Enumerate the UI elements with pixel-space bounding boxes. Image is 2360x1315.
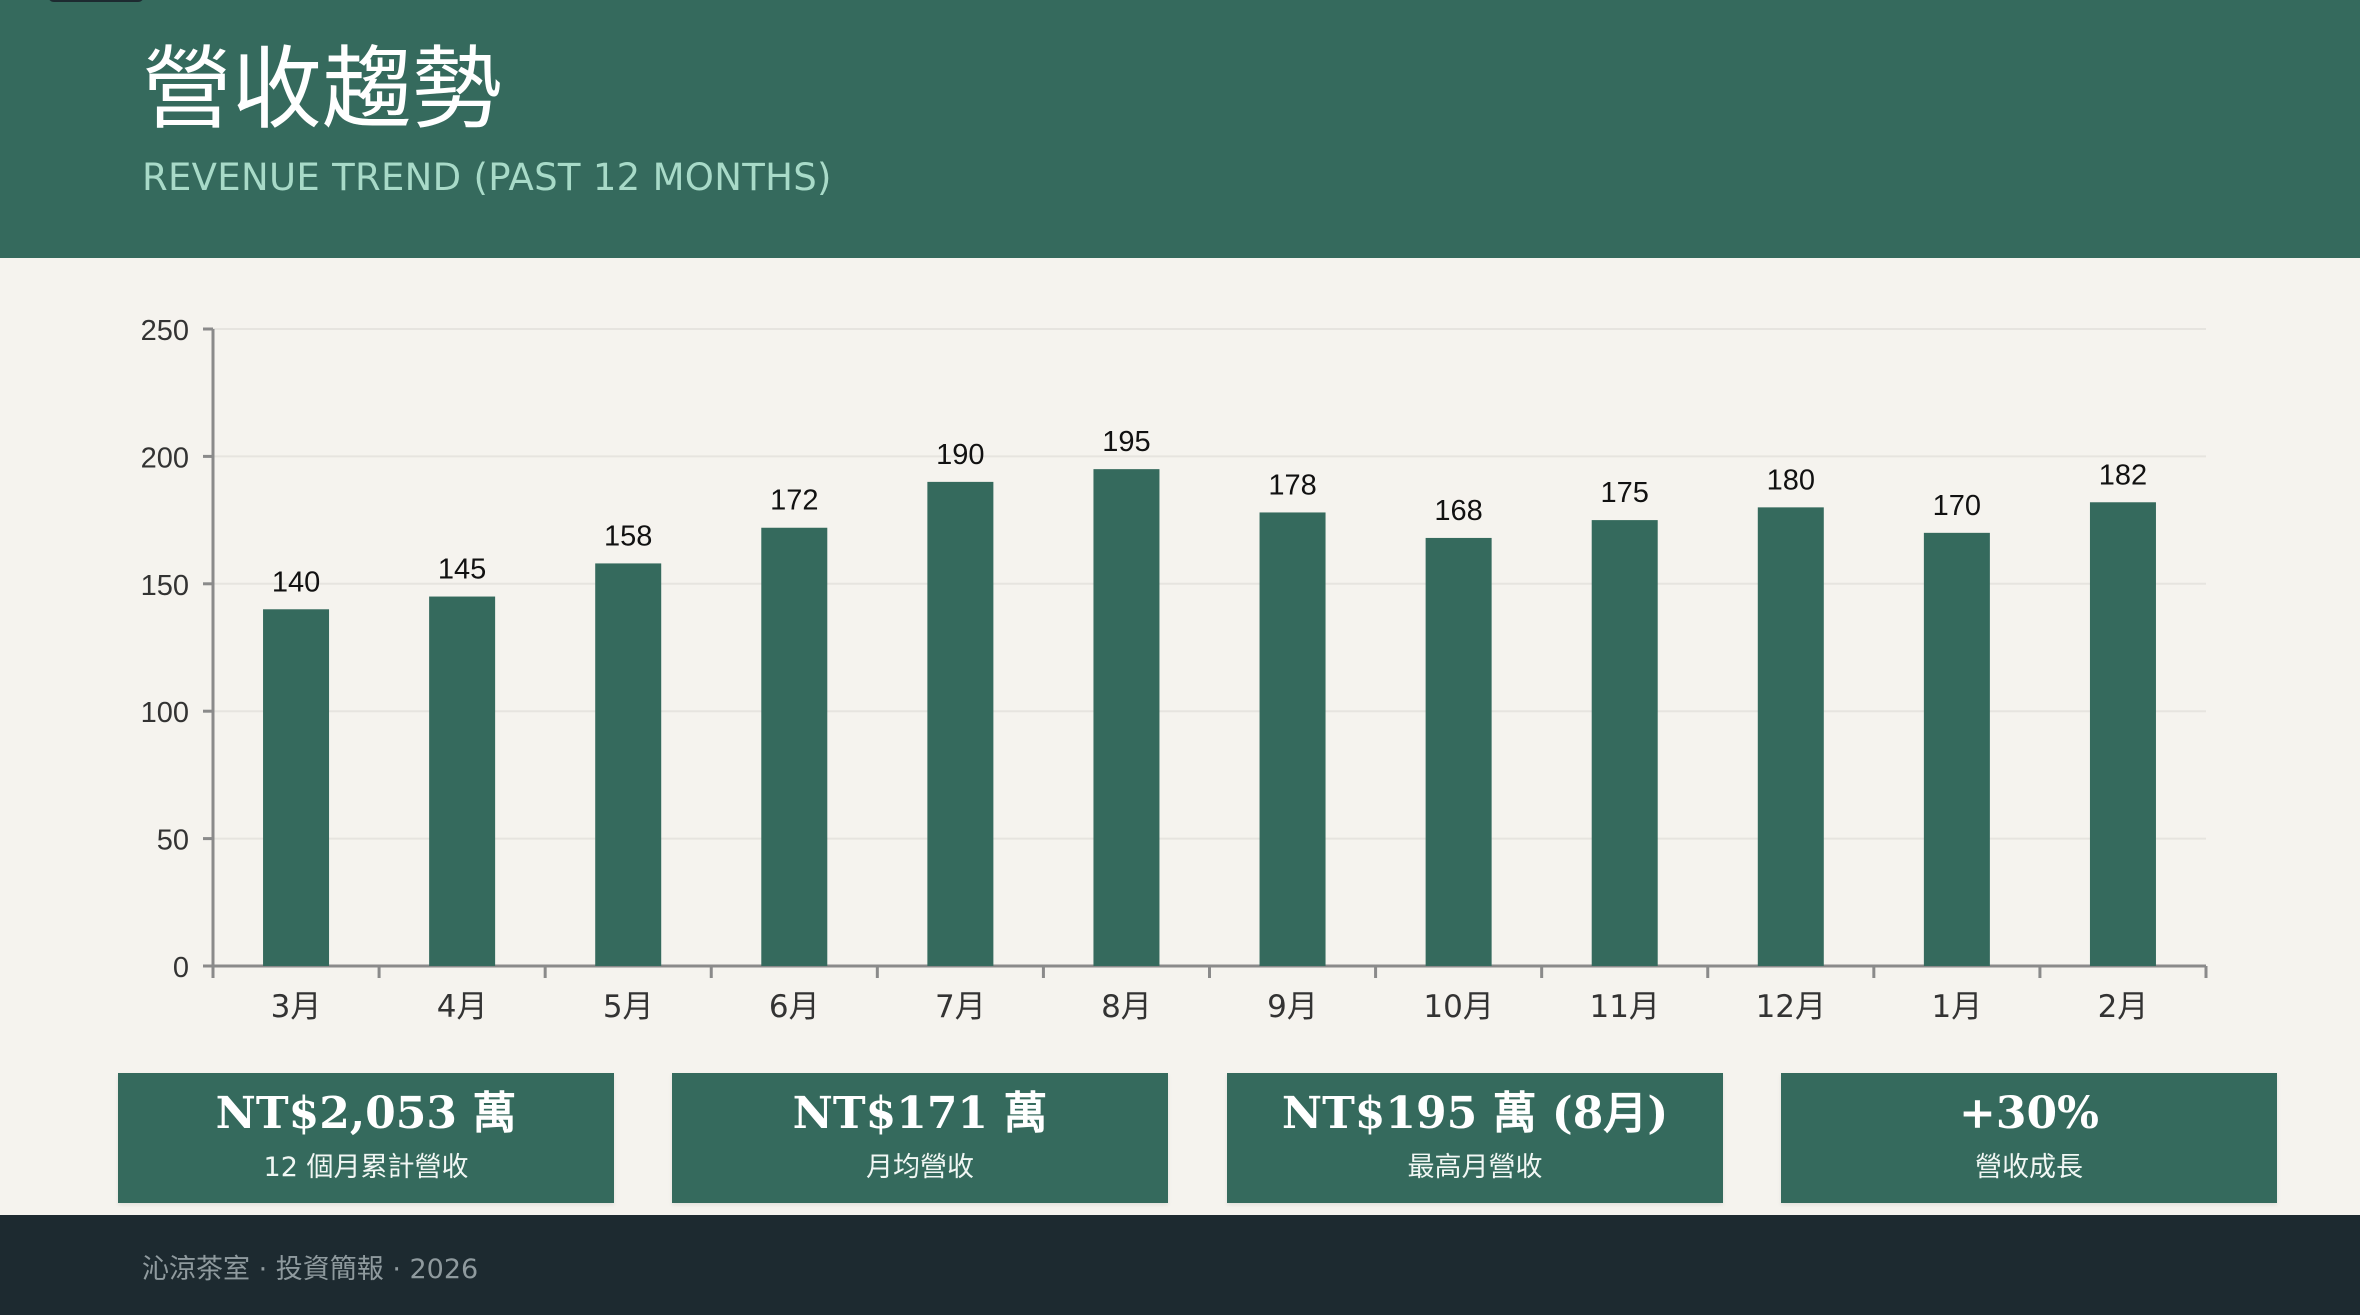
bar bbox=[263, 609, 330, 966]
bar bbox=[927, 481, 994, 966]
stat-card-growth: +30% 營收成長 bbox=[1781, 1073, 2277, 1203]
bar bbox=[1757, 507, 1824, 966]
data-label: 140 bbox=[272, 566, 320, 598]
x-tick-label: 1月 bbox=[1932, 989, 1983, 1025]
bar bbox=[2089, 502, 2156, 966]
x-tick-label: 2月 bbox=[2098, 989, 2149, 1025]
x-tick-label: 7月 bbox=[935, 989, 986, 1025]
bar bbox=[1093, 469, 1160, 966]
data-label: 170 bbox=[1933, 490, 1981, 522]
y-tick-label: 100 bbox=[141, 697, 189, 729]
data-label: 172 bbox=[770, 485, 818, 517]
data-label: 178 bbox=[1268, 469, 1316, 501]
stat-total-value: NT$2,053 萬 bbox=[215, 1088, 517, 1139]
stat-card-average: NT$171 萬 月均營收 bbox=[672, 1073, 1168, 1203]
bar bbox=[761, 527, 828, 966]
x-tick-label: 11月 bbox=[1589, 989, 1659, 1025]
bar bbox=[1923, 532, 1990, 966]
stat-peak-value: NT$195 萬 (8月) bbox=[1281, 1088, 1669, 1139]
x-tick-label: 8月 bbox=[1101, 989, 1152, 1025]
bar bbox=[595, 563, 662, 966]
stat-card-total: NT$2,053 萬 12 個月累計營收 bbox=[118, 1073, 614, 1203]
y-tick-label: 150 bbox=[141, 570, 189, 602]
x-tick-label: 4月 bbox=[437, 989, 488, 1025]
data-label: 195 bbox=[1102, 426, 1150, 458]
footer-text: 沁涼茶室 · 投資簡報 · 2026 bbox=[142, 1254, 479, 1285]
data-label: 168 bbox=[1434, 495, 1482, 527]
data-label: 145 bbox=[438, 554, 486, 586]
data-label: 175 bbox=[1601, 477, 1649, 509]
footer-bar: 沁涼茶室 · 投資簡報 · 2026 bbox=[0, 1215, 2360, 1315]
y-tick-label: 200 bbox=[141, 442, 189, 474]
x-tick-label: 6月 bbox=[769, 989, 820, 1025]
page-subtitle: REVENUE TREND (PAST 12 MONTHS) bbox=[142, 156, 832, 199]
header-banner: 營收趨勢 REVENUE TREND (PAST 12 MONTHS) bbox=[0, 0, 2360, 258]
x-tick-label: 3月 bbox=[271, 989, 322, 1025]
revenue-bar-chart: 0 50 100 150 200 250 140 3月 145 4月 158 5月 172 6月 190 7月… bbox=[141, 315, 2208, 1025]
y-tick-label: 250 bbox=[141, 315, 189, 347]
corner-tab bbox=[48, 0, 144, 2]
data-label: 180 bbox=[1767, 464, 1815, 496]
stat-average-label: 月均營收 bbox=[866, 1152, 974, 1183]
stat-growth-value: +30% bbox=[1959, 1088, 2099, 1139]
data-label: 182 bbox=[2099, 459, 2147, 491]
y-tick-label: 50 bbox=[157, 825, 189, 857]
x-tick-label: 5月 bbox=[603, 989, 654, 1025]
y-tick-label: 0 bbox=[173, 952, 189, 984]
stat-average-value: NT$171 萬 bbox=[792, 1088, 1048, 1139]
bar bbox=[1591, 520, 1658, 966]
stat-card-peak: NT$195 萬 (8月) 最高月營收 bbox=[1227, 1073, 1723, 1203]
data-label: 190 bbox=[936, 439, 984, 471]
page-title: 營收趨勢 bbox=[142, 37, 502, 142]
bar bbox=[429, 596, 496, 966]
bar bbox=[1259, 512, 1326, 966]
stat-total-label: 12 個月累計營收 bbox=[263, 1152, 469, 1183]
data-label: 158 bbox=[604, 520, 652, 552]
bar bbox=[1425, 537, 1492, 966]
x-tick-label: 9月 bbox=[1267, 989, 1318, 1025]
x-tick-label: 10月 bbox=[1423, 989, 1493, 1025]
stat-peak-label: 最高月營收 bbox=[1407, 1152, 1543, 1183]
x-tick-label: 12月 bbox=[1756, 989, 1826, 1025]
stat-growth-label: 營收成長 bbox=[1975, 1152, 2083, 1183]
